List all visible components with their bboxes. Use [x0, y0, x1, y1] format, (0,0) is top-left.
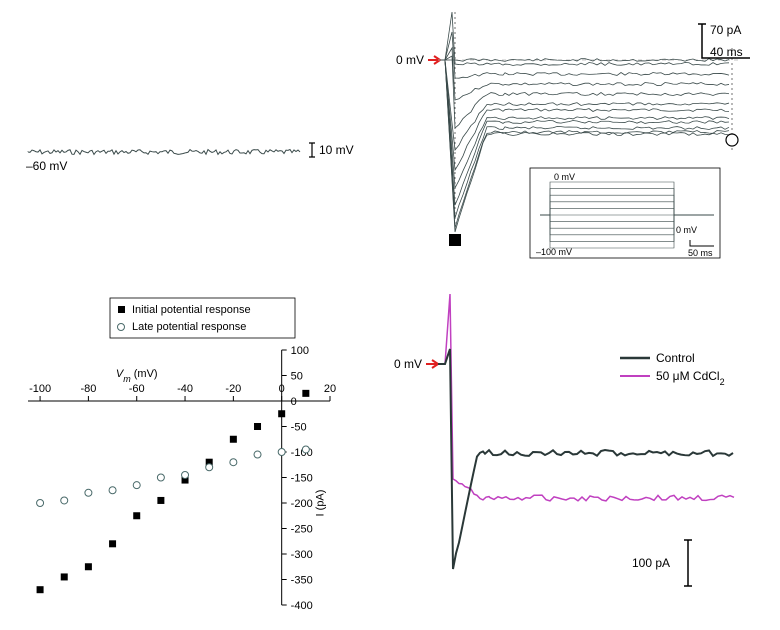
top-right-zero-label: 0 mV: [396, 53, 424, 67]
top-left-scale-bar: [309, 143, 315, 157]
iv-y-tick-label: 0: [291, 396, 297, 408]
iv-point-initial: [109, 540, 116, 547]
inset-bottom-label: –100 mV: [536, 247, 572, 257]
iv-y-tick-label: -350: [291, 575, 313, 587]
iv-legend-marker: [118, 306, 125, 313]
iv-point-initial: [230, 436, 237, 443]
iv-point-late: [206, 464, 213, 471]
top-left-baseline-label: –60 mV: [26, 159, 67, 173]
iv-y-tick-label: -150: [291, 473, 313, 485]
iv-point-initial: [278, 410, 285, 417]
br-scale-label: 100 pA: [632, 556, 670, 570]
iv-point-initial: [61, 573, 68, 580]
iv-y-axis-label: I (pA): [315, 490, 327, 517]
iv-point-late: [157, 474, 164, 481]
top-right-late-marker-icon: [726, 134, 738, 146]
iv-y-tick-label: -300: [291, 549, 313, 561]
iv-point-late: [302, 446, 309, 453]
iv-point-late: [37, 500, 44, 507]
iv-point-initial: [254, 423, 261, 430]
iv-x-axis-label: Vm (mV): [116, 368, 158, 384]
iv-x-tick-label: 20: [324, 383, 336, 395]
iv-x-tick-label: -80: [80, 383, 96, 395]
top-right-trace: [440, 12, 729, 65]
iv-x-tick-label: -40: [177, 383, 193, 395]
iv-point-late: [182, 471, 189, 478]
iv-y-tick-label: -50: [291, 422, 307, 434]
iv-legend-marker: [118, 324, 125, 331]
iv-x-tick-label: -20: [225, 383, 241, 395]
iv-y-tick-label: -400: [291, 600, 313, 612]
iv-y-tick-label: 50: [291, 371, 303, 383]
iv-point-late: [61, 497, 68, 504]
inset-top-label: 0 mV: [554, 172, 575, 182]
iv-x-tick-label: -60: [129, 383, 145, 395]
figure-canvas: –60 mV 10 mV 0 mV 70 pA 40 ms 0 mV –100 mV 0 mV…: [0, 0, 780, 630]
top-right-scale-x-label: 40 ms: [710, 45, 743, 59]
br-zero-label: 0 mV: [394, 357, 422, 371]
iv-point-initial: [85, 563, 92, 570]
top-left-trace: [28, 150, 300, 155]
iv-point-late: [230, 459, 237, 466]
top-right-initial-marker-icon: [449, 234, 461, 246]
iv-point-late: [109, 487, 116, 494]
iv-point-late: [85, 489, 92, 496]
br-trace: [438, 294, 734, 501]
br-legend-label: 50 μM CdCl2: [656, 369, 725, 387]
iv-point-initial: [157, 497, 164, 504]
br-scale-bar: [684, 540, 692, 586]
top-right-scale-y-label: 70 pA: [710, 23, 741, 37]
inset-right-label: 0 mV: [676, 225, 697, 235]
iv-y-tick-label: -250: [291, 524, 313, 536]
iv-point-late: [254, 451, 261, 458]
iv-point-initial: [133, 512, 140, 519]
iv-point-initial: [302, 390, 309, 397]
iv-point-late: [133, 482, 140, 489]
iv-x-tick-label: -100: [29, 383, 51, 395]
iv-legend-label: Late potential response: [132, 321, 246, 333]
inset-scale-label: 50 ms: [688, 248, 713, 258]
top-left-scale-label: 10 mV: [319, 143, 354, 157]
figure-svg: –60 mV 10 mV 0 mV 70 pA 40 ms 0 mV –100 mV 0 mV…: [0, 0, 780, 630]
br-arrow-icon: [426, 360, 438, 368]
iv-point-late: [278, 449, 285, 456]
br-legend-label: Control: [656, 351, 695, 365]
iv-y-tick-label: 100: [291, 345, 309, 357]
top-right-trace: [440, 60, 729, 170]
top-right-trace: [440, 32, 729, 78]
iv-y-tick-label: -200: [291, 498, 313, 510]
iv-point-initial: [37, 586, 44, 593]
iv-legend-label: Initial potential response: [132, 304, 251, 316]
